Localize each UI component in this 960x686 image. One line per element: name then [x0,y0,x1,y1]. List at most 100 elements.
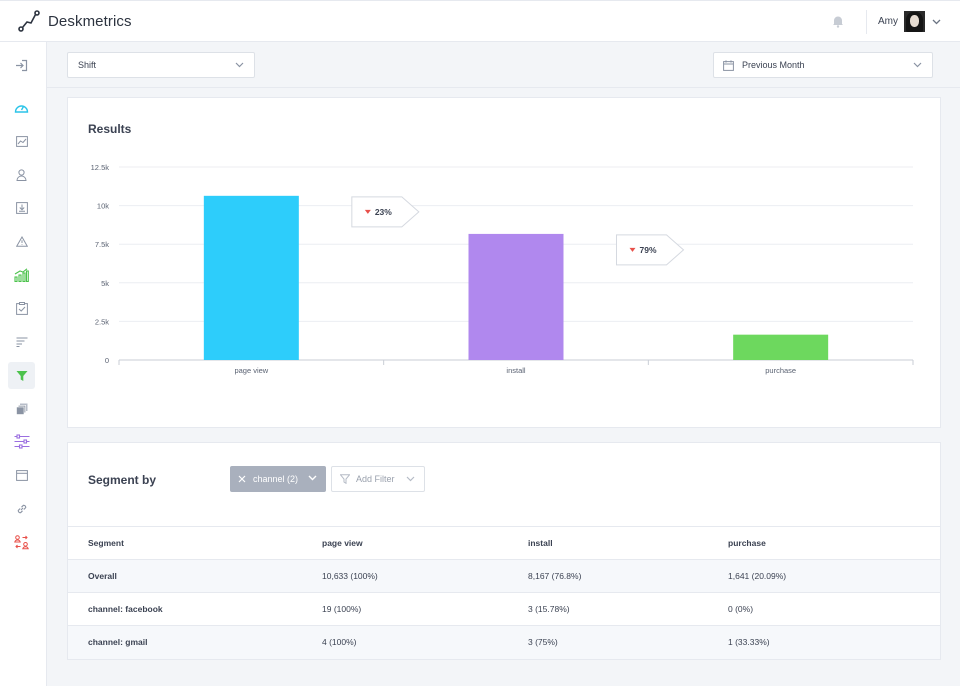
link-icon [17,504,26,513]
segment-title: Segment by [88,473,157,487]
segment-cell: channel: gmail [68,625,322,659]
window-icon [15,470,28,481]
segment-chip[interactable]: channel (2) [230,466,326,492]
dashboard-icon [14,105,29,113]
segment-cell: Overall [68,559,322,593]
install-cell: 3 (75%) [528,625,728,659]
bar [733,334,829,360]
sidebar-item-growth[interactable] [8,261,35,288]
conversion-callout [616,234,685,266]
sidebar-item-users[interactable] [8,161,35,188]
results-card: Results 0 2.5k 5k 7.5k 10k 12.5k page view inst… [67,97,941,428]
sidebar-item-layers[interactable] [8,395,35,422]
header-divider [866,10,867,34]
sidebar-item-logout[interactable] [8,52,35,79]
sidebar-item-alerts[interactable] [8,228,35,255]
table-header-row: Segment page view install purchase [68,526,940,560]
column-header-purchase[interactable]: purchase [728,526,940,560]
sidebar-item-downloads[interactable] [8,194,35,221]
funnel-icon [340,474,350,484]
chevron-down-icon [406,476,415,482]
x-tick-label: install [506,366,526,375]
shift-select-value: Shift [78,60,97,70]
sidebar-item-funnels[interactable] [8,362,35,389]
bar [203,195,299,360]
chart-icon [15,136,28,147]
sort-lines-icon [16,337,27,347]
page-view-cell: 19 (100%) [322,592,528,626]
funnel-icon [16,370,27,381]
caret-down-icon [629,247,636,252]
caret-down-icon [364,209,371,214]
chevron-down-icon [913,62,922,68]
segment-cell: channel: facebook [68,592,322,626]
layers-icon [15,403,27,415]
x-tick-label: purchase [765,366,796,375]
avatar[interactable] [904,11,925,32]
logout-icon [16,59,28,72]
sliders-icon [14,434,29,449]
user-swap-icon [14,535,29,550]
period-select[interactable]: Previous Month [713,52,933,78]
user-name: Amy [878,16,898,27]
segment-chip-label: channel (2) [253,474,299,484]
download-icon [15,201,28,214]
sidebar [0,42,47,686]
x-tick-label: page view [234,366,268,375]
bar [468,233,564,360]
chevron-down-icon[interactable] [308,475,317,481]
purchase-cell: 1 (33.33%) [728,625,940,659]
shift-select[interactable]: Shift [67,52,255,78]
y-tick-label: 5k [101,279,109,288]
y-tick-label: 2.5k [95,317,109,326]
bar-growth-icon [14,267,29,282]
top-bar: Deskmetrics Amy [0,0,960,42]
chevron-down-icon [235,62,244,68]
results-title: Results [88,122,132,136]
y-tick-label: 10k [97,202,109,211]
purchase-cell: 0 (0%) [728,592,940,626]
y-tick-label: 7.5k [95,240,109,249]
segment-card: Segment by channel (2) Add Filter Segmen… [67,442,941,660]
sidebar-item-window[interactable] [8,462,35,489]
warning-icon [15,236,28,247]
sidebar-item-links[interactable] [8,495,35,522]
app-name: Deskmetrics [48,12,132,30]
filter-bar: Shift Previous Month [47,42,960,88]
sidebar-item-settings[interactable] [8,428,35,455]
purchase-cell: 1,641 (20.09%) [728,559,940,593]
column-header-segment[interactable]: Segment [68,526,322,560]
user-menu[interactable]: Amy [878,11,941,32]
clipboard-check-icon [15,302,28,315]
funnel-chart: 0 2.5k 5k 7.5k 10k 12.5k page view install purch… [91,163,914,375]
add-filter-label: Add Filter [356,474,395,484]
column-header-page-view[interactable]: page view [322,526,528,560]
user-icon [16,168,27,181]
sidebar-item-tasks[interactable] [8,295,35,322]
y-tick-label: 0 [105,356,109,365]
conversion-label: 79% [640,245,657,255]
conversion-label: 23% [375,207,392,217]
table-row[interactable]: channel: gmail 4 (100%) 3 (75%) 1 (33.33… [68,625,940,659]
install-cell: 3 (15.78%) [528,592,728,626]
column-header-install[interactable]: install [528,526,728,560]
page-view-cell: 10,633 (100%) [322,559,528,593]
sidebar-item-charts[interactable] [8,128,35,155]
table-row[interactable]: channel: facebook 19 (100%) 3 (15.78%) 0… [68,592,940,626]
sidebar-item-user-swap[interactable] [8,529,35,556]
chevron-down-icon[interactable] [932,19,941,25]
period-select-value: Previous Month [742,60,805,70]
logo[interactable]: Deskmetrics [18,10,132,32]
bell-icon[interactable] [832,15,844,28]
conversion-callout [351,196,420,228]
calendar-icon [723,60,734,71]
y-tick-label: 12.5k [91,163,110,172]
segment-table: Segment page view install purchase Overa… [68,526,940,659]
page-view-cell: 4 (100%) [322,625,528,659]
sidebar-item-sort[interactable] [8,328,35,355]
install-cell: 8,167 (76.8%) [528,559,728,593]
add-filter-button[interactable]: Add Filter [331,466,425,492]
sidebar-item-dashboard[interactable] [8,94,35,121]
close-icon[interactable] [238,475,246,483]
table-row[interactable]: Overall 10,633 (100%) 8,167 (76.8%) 1,64… [68,559,940,593]
